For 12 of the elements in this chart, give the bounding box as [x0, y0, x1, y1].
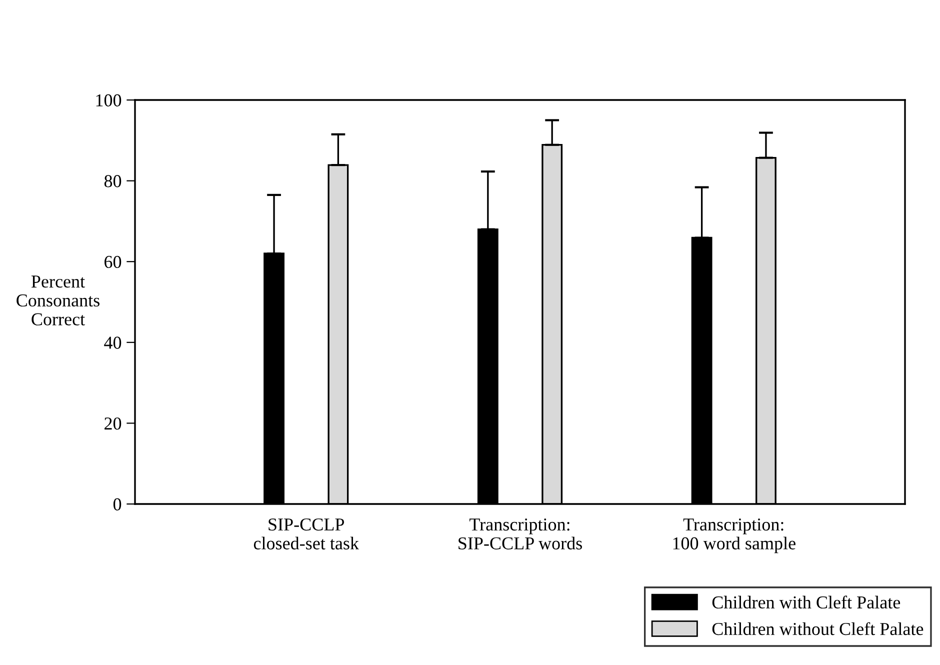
legend-label: Children without Cleft Palate	[712, 622, 924, 636]
legend-label: Children with Cleft Palate	[712, 596, 900, 609]
x-tick-label: Transcription: SIP-CCLP words	[458, 518, 582, 550]
y-tick-label: 20	[104, 417, 122, 430]
x-tick-label: SIP-CCLP closed-set task	[254, 518, 360, 550]
y-tick-label: 80	[104, 175, 122, 188]
y-tick-label: 100	[96, 94, 122, 106]
y-tick-label: 60	[104, 256, 122, 268]
y-tick-label: 0	[113, 498, 122, 510]
x-tick-label: Transcription: 100 word sample	[673, 518, 796, 554]
y-tick-label: 40	[104, 336, 122, 349]
y-axis-title: Percent Consonants Correct	[16, 276, 100, 326]
